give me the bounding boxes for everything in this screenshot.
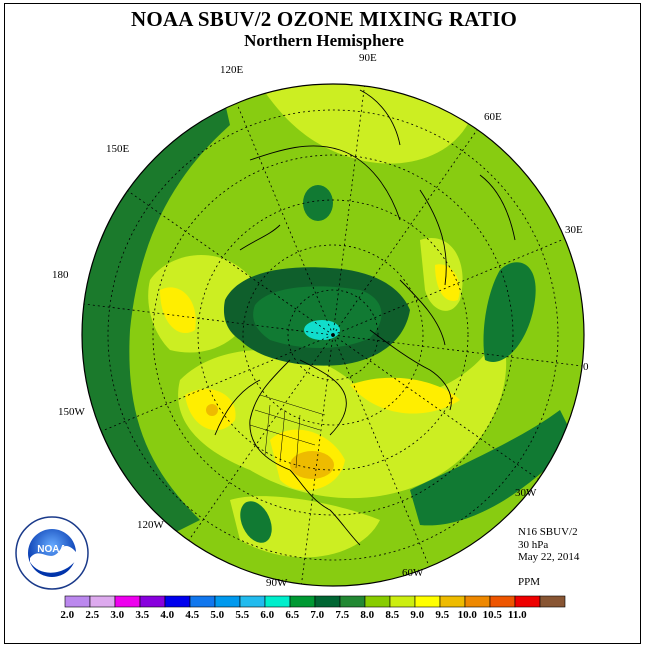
coastlines — [214, 89, 516, 546]
colorbar-swatch — [214, 595, 241, 608]
colorbar-swatch — [464, 595, 491, 608]
info-units: PPM — [518, 576, 541, 588]
colorbar — [64, 595, 566, 608]
colorbar-label: 5.5 — [235, 609, 250, 621]
colorbar-label: 4.0 — [160, 609, 175, 621]
lon-label-150e: 150E — [106, 143, 130, 155]
colorbar-swatch — [514, 595, 541, 608]
colorbar-swatch — [64, 595, 91, 608]
colorbar-label: 8.0 — [360, 609, 375, 621]
us-state-borders — [249, 394, 326, 469]
map-title: NOAA SBUV/2 OZONE MIXING RATIO — [131, 7, 517, 31]
colorbar-label: 4.5 — [185, 609, 200, 621]
colorbar-label: 9.5 — [435, 609, 450, 621]
info-level: 30 hPa — [518, 539, 549, 551]
colorbar-label: 10.0 — [457, 609, 477, 621]
latitude-grid — [107, 109, 559, 561]
lon-label-30w: 30W — [515, 487, 537, 499]
colorbar-label: 2.0 — [60, 609, 75, 621]
colorbar-swatch — [289, 595, 316, 608]
lon-label-120e: 120E — [220, 64, 244, 76]
colorbar-label: 9.0 — [410, 609, 425, 621]
colorbar-label: 11.0 — [507, 609, 527, 621]
colorbar-label: 3.5 — [135, 609, 150, 621]
colorbar-swatch — [239, 595, 266, 608]
colorbar-label: 7.0 — [310, 609, 325, 621]
noaa-logo: NOAA — [15, 516, 89, 590]
colorbar-swatch — [539, 595, 566, 608]
lon-label-90w: 90W — [266, 577, 288, 589]
colorbar-swatch — [489, 595, 516, 608]
colorbar-swatch — [164, 595, 191, 608]
info-date: May 22, 2014 — [518, 551, 580, 563]
lon-label-60w: 60W — [402, 567, 424, 579]
colorbar-label: 6.5 — [285, 609, 300, 621]
lon-label-90e: 90E — [359, 52, 377, 64]
lon-label-0: 0 — [583, 361, 589, 373]
colorbar-swatch — [439, 595, 466, 608]
map-subtitle: Northern Hemisphere — [244, 31, 404, 50]
colorbar-swatch — [389, 595, 416, 608]
colorbar-swatch — [364, 595, 391, 608]
colorbar-label: 7.5 — [335, 609, 350, 621]
longitude-labels: 90E 60E 30E 0 30W 60W 90W 120W 150W 180 … — [52, 52, 589, 589]
colorbar-swatch — [414, 595, 441, 608]
colorbar-label: 6.0 — [260, 609, 275, 621]
colorbar-swatch — [264, 595, 291, 608]
lon-label-120w: 120W — [137, 519, 165, 531]
lon-label-180: 180 — [52, 269, 69, 281]
lon-label-30e: 30E — [565, 224, 583, 236]
colorbar-swatch — [339, 595, 366, 608]
lon-label-60e: 60E — [484, 111, 502, 123]
noaa-logo-text: NOAA — [37, 544, 66, 555]
colorbar-label: 2.5 — [85, 609, 100, 621]
colorbar-label: 10.5 — [482, 609, 502, 621]
colorbar-labels: 2.0 2.5 3.0 3.5 4.0 4.5 5.0 5.5 6.0 6.5 7.0 7.5 8.0 8… — [0, 609, 648, 623]
map-boundary — [81, 83, 585, 587]
colorbar-swatch — [314, 595, 341, 608]
colorbar-label: 5.0 — [210, 609, 225, 621]
colorbar-swatch — [89, 595, 116, 608]
colorbar-label: 8.5 — [385, 609, 400, 621]
figure-frame — [4, 3, 641, 644]
colorbar-swatch — [189, 595, 216, 608]
colorbar-label: 3.0 — [110, 609, 125, 621]
colorbar-swatch — [139, 595, 166, 608]
colorbar-swatch — [114, 595, 141, 608]
lon-label-150w: 150W — [58, 406, 86, 418]
meridian-grid — [83, 85, 583, 585]
info-instrument: N16 SBUV/2 — [518, 526, 578, 538]
